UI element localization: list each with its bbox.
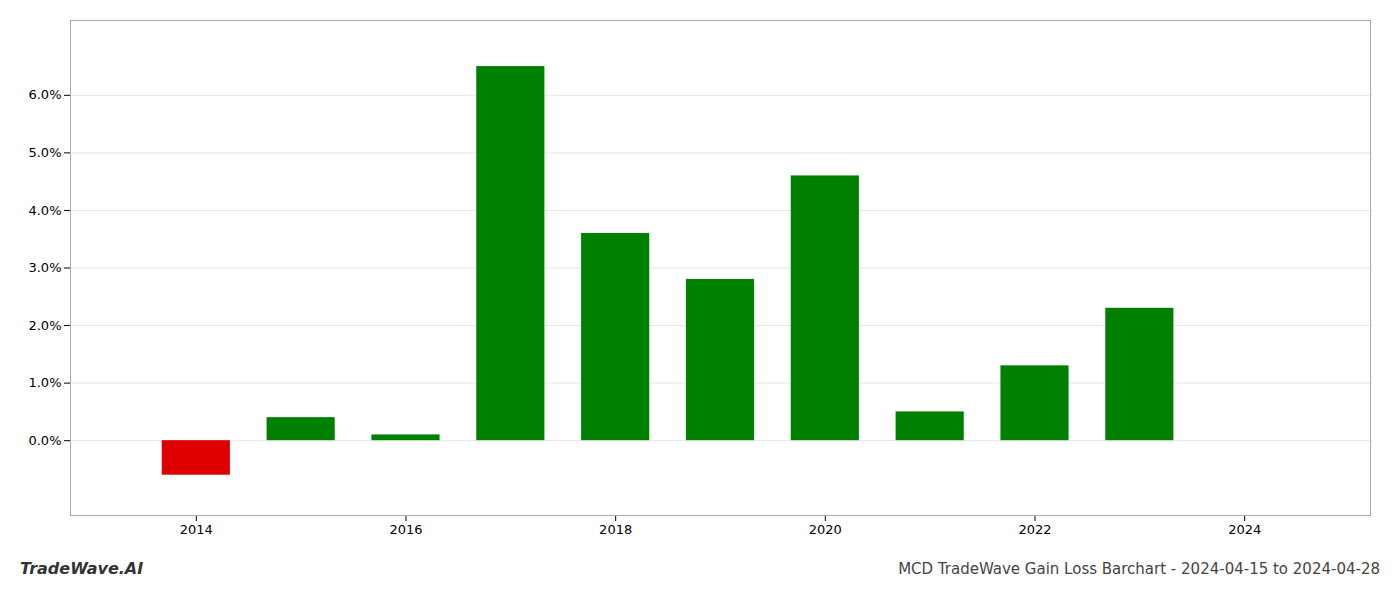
svg-text:2020: 2020 [809,522,842,537]
svg-text:0.0%: 0.0% [28,433,61,448]
svg-text:3.0%: 3.0% [28,260,61,275]
svg-text:6.0%: 6.0% [28,87,61,102]
svg-text:4.0%: 4.0% [28,203,61,218]
svg-text:2.0%: 2.0% [28,318,61,333]
html-text:TradeWave.AI: TradeWave.AI [20,559,144,578]
html-text:MCD TradeWave Gain Loss Barcha: MCD TradeWave Gain Loss Barchart - 2024-… [898,560,1380,578]
svg-text:5.0%: 5.0% [28,145,61,160]
svg-text:2024: 2024 [1228,522,1261,537]
svg-text:2016: 2016 [389,522,422,537]
svg-text:1.0%: 1.0% [28,375,61,390]
svg-text:2014: 2014 [180,522,213,537]
svg-text:2022: 2022 [1018,522,1051,537]
svg-text:2018: 2018 [599,522,632,537]
